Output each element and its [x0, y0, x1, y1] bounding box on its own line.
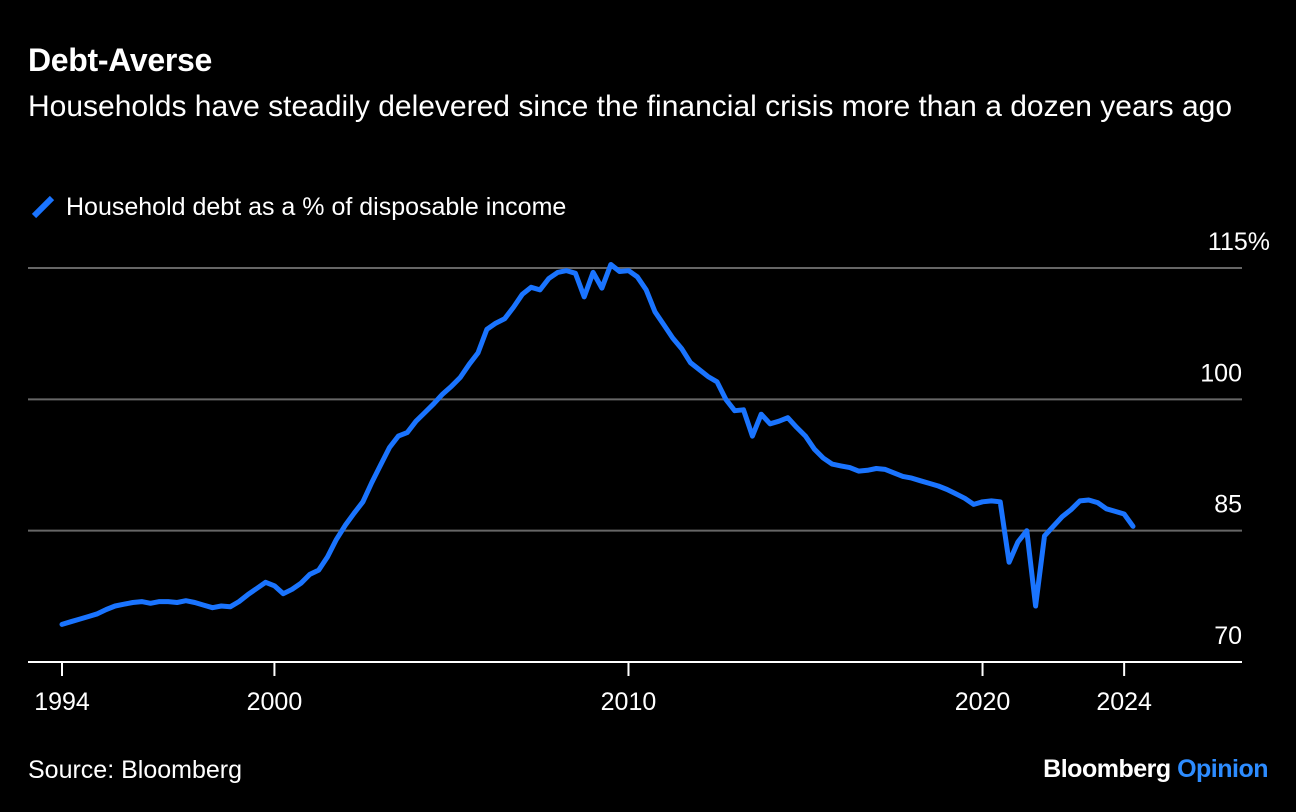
brand-product: Opinion	[1177, 755, 1268, 783]
brand-logo: Bloomberg Opinion	[1043, 755, 1268, 784]
y-tick-label: 70	[1214, 622, 1242, 650]
gridlines	[28, 267, 1242, 663]
y-tick-label: 115%	[1208, 228, 1270, 256]
x-tick-label: 2010	[601, 688, 657, 716]
brand-name: Bloomberg	[1043, 755, 1171, 783]
series-line	[59, 262, 1136, 627]
x-axis: 1994 2000 2010 2020 2024	[34, 662, 1152, 716]
x-tick-label: 2000	[247, 688, 303, 716]
chart-title: Debt-Averse	[28, 42, 213, 78]
source-note: Source: Bloomberg	[28, 756, 243, 784]
legend-swatch-icon	[31, 195, 55, 219]
x-tick-label: 2020	[955, 688, 1011, 716]
x-tick-label: 2024	[1096, 688, 1152, 716]
chart-subtitle: Households have steadily delevered since…	[28, 90, 1233, 123]
y-axis-labels: 115% 100 85 70	[1200, 228, 1270, 650]
y-tick-label: 85	[1214, 491, 1242, 519]
y-tick-label: 100	[1200, 359, 1242, 387]
x-tick-label: 1994	[34, 688, 90, 716]
legend-label: Household debt as a % of disposable inco…	[66, 192, 567, 221]
legend: Household debt as a % of disposable inco…	[30, 190, 566, 224]
series-layer	[59, 262, 1136, 627]
